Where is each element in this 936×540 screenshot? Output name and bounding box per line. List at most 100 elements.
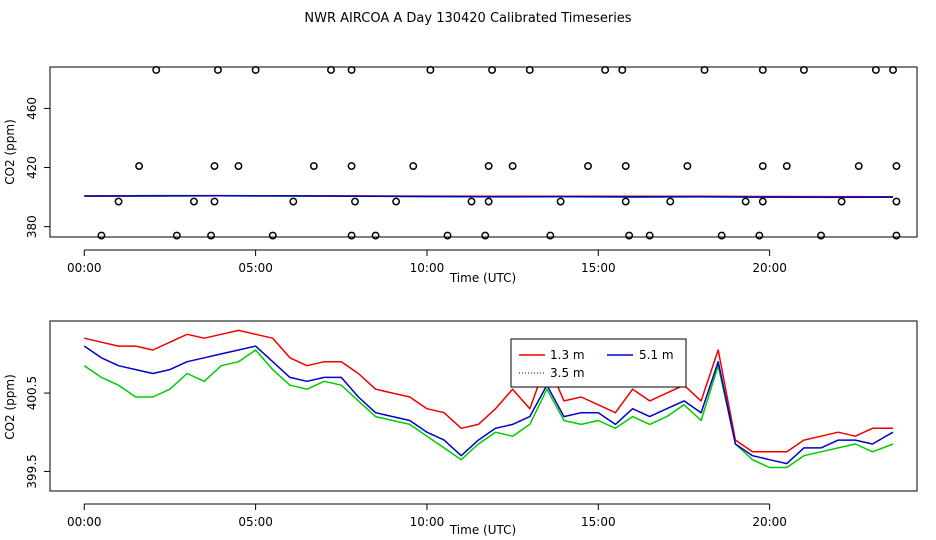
calibration-marker: [97, 231, 106, 240]
calibration-marker: [409, 162, 418, 170]
calibration-marker: [618, 66, 627, 74]
x-tick-label: 05:00: [238, 261, 273, 275]
calibration-marker: [621, 162, 630, 170]
series-line-s2: [83, 349, 894, 469]
x-tick-label: 20:00: [752, 261, 787, 275]
calibration-marker: [700, 66, 709, 74]
calibration-marker: [584, 162, 592, 170]
legend-label-5-1m: 5.1 m: [639, 348, 674, 362]
x-tick-label: 20:00: [752, 515, 787, 529]
calibration-marker: [189, 197, 198, 206]
calibration-marker: [666, 197, 675, 206]
calibration-marker: [251, 66, 260, 74]
calibration-marker: [234, 162, 243, 170]
bottom-series-layer: [83, 329, 894, 469]
calibration-marker: [817, 231, 825, 240]
series-line-s1: [84, 329, 893, 453]
top-ylabel: CO2 (ppm): [3, 119, 17, 185]
bottom-x-axis: 00:00 05:00 10:00 15:00 20:00: [67, 503, 787, 529]
calibration-marker: [210, 162, 219, 170]
calibration-marker: [683, 162, 692, 170]
calibration-marker: [371, 231, 380, 240]
calibration-marker: [892, 197, 901, 206]
calibration-marker: [508, 162, 517, 170]
calibration-marker: [799, 66, 808, 74]
calibration-marker: [782, 162, 791, 170]
calibration-marker: [481, 231, 490, 240]
calibration-marker: [467, 197, 476, 206]
x-tick-label: 00:00: [67, 261, 102, 275]
bottom-ylabel: CO2 (ppm): [3, 374, 17, 440]
bottom-plot-frame: [49, 320, 918, 492]
calibration-marker: [889, 66, 897, 74]
x-tick-label: 00:00: [67, 515, 102, 529]
calibration-marker: [152, 66, 161, 74]
x-tick-label: 05:00: [238, 515, 273, 529]
bottom-xlabel: Time (UTC): [449, 523, 516, 537]
calibration-marker: [207, 231, 216, 240]
calibration-marker: [268, 231, 277, 240]
calibration-marker: [621, 197, 630, 206]
calibration-marker: [351, 197, 359, 206]
calibration-marker: [871, 66, 880, 74]
x-tick-label: 10:00: [410, 261, 445, 275]
calibration-marker: [213, 66, 222, 74]
top-series-layer: [84, 194, 894, 199]
calibration-marker: [443, 231, 452, 240]
calibration-marker: [546, 231, 555, 240]
calibration-marker: [392, 197, 401, 206]
top-markers-layer: [97, 66, 901, 240]
calibration-marker: [755, 231, 764, 240]
calibration-marker: [484, 197, 493, 206]
y-tick-label: 380: [25, 215, 39, 238]
calibration-marker: [892, 162, 901, 170]
legend-box: [510, 338, 687, 388]
legend-label-1-3m: 1.3 m: [550, 348, 585, 362]
calibration-marker: [135, 162, 144, 170]
calibration-marker: [525, 66, 534, 74]
top-plot-frame: [49, 66, 918, 238]
calibration-marker: [347, 231, 356, 240]
calibration-marker: [210, 197, 219, 206]
calibration-marker: [347, 162, 356, 170]
calibration-marker: [758, 197, 767, 206]
x-tick-label: 15:00: [581, 515, 616, 529]
series-line-s3: [83, 345, 894, 465]
legend-label-3-5m: 3.5 m: [550, 366, 585, 380]
calibration-marker: [289, 197, 298, 206]
x-tick-label: 15:00: [581, 261, 616, 275]
legend: 1.3 m 5.1 m 3.5 m: [510, 338, 687, 388]
calibration-marker: [892, 231, 901, 240]
calibration-marker: [327, 66, 335, 74]
calibration-marker: [837, 197, 846, 206]
series-line-s3: [84, 195, 894, 198]
y-tick-label: 460: [25, 97, 39, 120]
calibration-marker: [114, 197, 123, 206]
calibration-marker: [717, 231, 726, 240]
calibration-marker: [625, 231, 634, 240]
chart-title: NWR AIRCOA A Day 130420 Calibrated Times…: [304, 11, 631, 26]
calibration-marker: [758, 66, 767, 74]
top-panel: 380 420 460 00:00 05:00 10:00 15:00 20:00 Time…: [3, 66, 918, 285]
y-tick-label: 399.5: [25, 454, 39, 488]
calibration-marker: [601, 66, 610, 74]
calibration-marker: [758, 162, 767, 170]
calibration-marker: [172, 231, 181, 240]
y-tick-label: 420: [25, 156, 39, 179]
calibration-marker: [854, 162, 863, 170]
calibration-marker: [484, 162, 493, 170]
calibration-marker: [426, 66, 435, 74]
calibration-marker: [645, 231, 654, 240]
calibration-marker: [556, 197, 565, 206]
top-x-axis: 00:00 05:00 10:00 15:00 20:00: [67, 249, 787, 275]
calibration-marker: [309, 162, 318, 170]
x-tick-label: 10:00: [410, 515, 445, 529]
bottom-panel: 399.5 400.5 00:00 05:00 10:00 15:00 20:00 Tim…: [3, 320, 918, 537]
calibration-marker: [741, 197, 750, 206]
calibration-marker: [347, 66, 356, 74]
y-tick-label: 400.5: [25, 376, 39, 410]
calibration-marker: [488, 66, 497, 74]
top-y-axis: 380 420 460: [25, 97, 50, 238]
top-xlabel: Time (UTC): [449, 271, 516, 285]
